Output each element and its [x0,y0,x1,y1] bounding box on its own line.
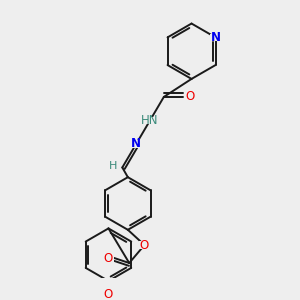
Bar [103,291,114,299]
Bar [103,255,114,263]
Bar [131,140,141,148]
Text: O: O [104,252,113,266]
Text: HN: HN [141,114,159,127]
Bar [210,34,220,41]
Bar [142,117,158,124]
Text: O: O [140,238,149,251]
Bar [139,241,150,249]
Text: O: O [104,288,113,300]
Bar [107,162,118,170]
Text: O: O [185,90,195,104]
Text: N: N [131,137,141,151]
Text: H: H [108,161,117,171]
Bar [185,93,195,101]
Text: N: N [211,31,220,44]
